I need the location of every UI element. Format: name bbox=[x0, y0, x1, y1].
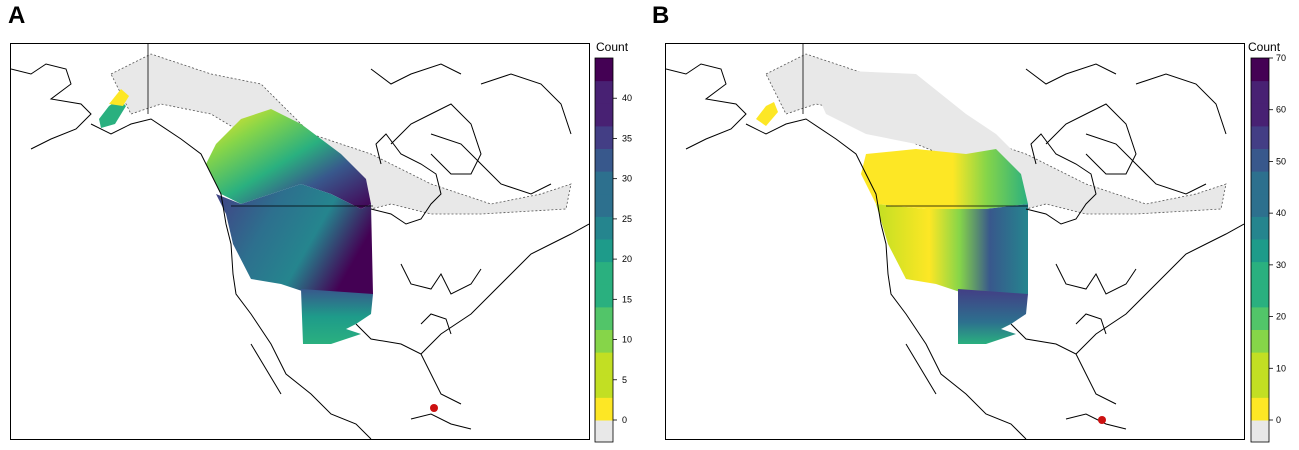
colorbar-tick-label: 30 bbox=[1276, 260, 1286, 270]
colorbar-band bbox=[595, 397, 613, 421]
colorbar-band bbox=[595, 80, 613, 104]
count-raster-alaska-yellow-a bbox=[109, 89, 129, 106]
locality-marker-b bbox=[1098, 416, 1106, 424]
colorbar-band bbox=[1251, 329, 1269, 353]
range-envelope-a bbox=[110, 53, 572, 215]
colorbar-band bbox=[1251, 58, 1269, 82]
count-raster-alaska-a bbox=[99, 99, 126, 128]
colorbar-band bbox=[1251, 261, 1269, 285]
count-raster-south-b bbox=[958, 289, 1028, 344]
colorbar-no-data-swatch bbox=[1251, 420, 1269, 442]
colorbar-frame bbox=[594, 57, 614, 443]
colorbar-tick-label: 60 bbox=[1276, 105, 1286, 115]
colorbar-band bbox=[595, 103, 613, 127]
colorbar-tick-label: 30 bbox=[622, 174, 632, 184]
colorbar-band bbox=[595, 352, 613, 376]
colorbar-tick-label: 10 bbox=[1276, 363, 1286, 373]
colorbar-frame bbox=[1250, 57, 1270, 443]
colorbar-tick-label: 25 bbox=[622, 214, 632, 224]
colorbar-band bbox=[1251, 306, 1269, 330]
colorbar-band bbox=[595, 374, 613, 398]
colorbar-band bbox=[595, 284, 613, 308]
colorbar-band bbox=[1251, 216, 1269, 240]
colorbar-band bbox=[1251, 148, 1269, 172]
colorbar-tick-label: 40 bbox=[622, 93, 632, 103]
colorbar-band bbox=[595, 148, 613, 172]
colorbar-band bbox=[595, 306, 613, 330]
legend-a: Count 0 5 10 15 20 25 30 35 40 bbox=[592, 38, 652, 448]
colorbar-tick-label: 10 bbox=[622, 335, 632, 345]
colorbar-tick-label: 50 bbox=[1276, 156, 1286, 166]
colorbar-tick-label: 0 bbox=[622, 415, 627, 425]
colorbar-band bbox=[1251, 125, 1269, 149]
map-panel-b bbox=[665, 43, 1245, 440]
legend-b: Count 0 10 20 30 40 50 60 70 bbox=[1248, 38, 1299, 448]
map-a-svg bbox=[11, 44, 589, 439]
colorbar-band bbox=[595, 193, 613, 217]
colorbar-band bbox=[1251, 103, 1269, 127]
colorbar-tick-label: 20 bbox=[622, 254, 632, 264]
coastlines-b bbox=[666, 63, 1244, 439]
colorbar-band bbox=[1251, 80, 1269, 104]
colorbar-band bbox=[595, 239, 613, 263]
colorbar-band bbox=[1251, 171, 1269, 195]
colorbar-tick-label: 20 bbox=[1276, 312, 1286, 322]
colorbar-band bbox=[1251, 193, 1269, 217]
colorbar-no-data-swatch bbox=[595, 420, 613, 442]
colorbar-tick-label: 70 bbox=[1276, 53, 1286, 63]
locality-marker-a bbox=[430, 404, 438, 412]
panel-label-a: A bbox=[8, 2, 26, 29]
colorbar-b: Count 0 10 20 30 40 50 60 70 bbox=[1248, 40, 1286, 443]
legend-title-b: Count bbox=[1248, 40, 1281, 54]
colorbar-band bbox=[595, 216, 613, 240]
colorbar-tick-label: 40 bbox=[1276, 208, 1286, 218]
count-raster-north-a bbox=[206, 109, 371, 209]
colorbar-tick-label: 5 bbox=[622, 375, 627, 385]
colorbar-band bbox=[1251, 352, 1269, 376]
count-raster-west-b bbox=[876, 204, 1028, 299]
colorbar-band bbox=[1251, 239, 1269, 263]
map-panel-a bbox=[10, 43, 590, 440]
count-raster-north-b bbox=[861, 149, 1028, 209]
colorbar-tick-label: 15 bbox=[622, 294, 632, 304]
range-north-grey-b bbox=[806, 69, 1016, 154]
colorbar-band bbox=[595, 261, 613, 285]
colorbar-band bbox=[1251, 284, 1269, 308]
borders-b bbox=[802, 44, 1028, 207]
colorbar-band bbox=[1251, 374, 1269, 398]
count-raster-west-a bbox=[216, 184, 373, 294]
borders-a bbox=[147, 44, 373, 207]
count-raster-alaska-b bbox=[756, 102, 778, 126]
colorbar-tick-label: 0 bbox=[1276, 415, 1281, 425]
colorbar-tick-label: 35 bbox=[622, 133, 632, 143]
colorbar-band bbox=[595, 125, 613, 149]
panel-label-b: B bbox=[652, 2, 670, 29]
colorbar-band bbox=[595, 171, 613, 195]
colorbar-band bbox=[595, 58, 613, 82]
colorbar-band bbox=[595, 329, 613, 353]
legend-title-a: Count bbox=[596, 40, 629, 54]
colorbar-band bbox=[1251, 397, 1269, 421]
colorbar-a: Count 0 5 10 15 20 25 30 35 40 bbox=[594, 40, 632, 443]
coastlines-a bbox=[11, 63, 589, 439]
count-raster-south-a bbox=[301, 289, 373, 344]
map-b-svg bbox=[666, 44, 1244, 439]
